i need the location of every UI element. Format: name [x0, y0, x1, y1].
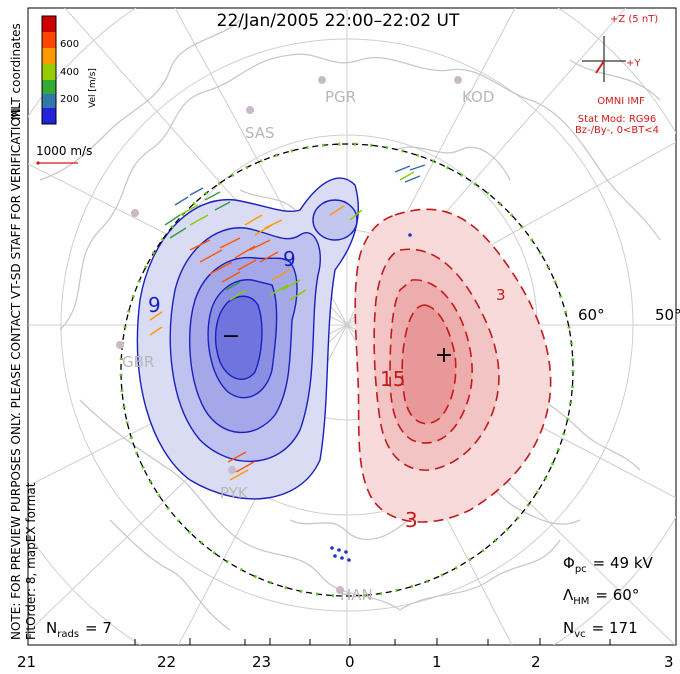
nvc-stat: Nvc = 171 — [563, 619, 638, 640]
plot-frame — [27, 7, 677, 646]
station-kod: KOD — [462, 88, 494, 106]
imf-model: Stat Mod: RG96 — [578, 114, 657, 125]
contour-label-pos-3b: 3 — [496, 286, 506, 304]
velocity-colorbar: 600 400 200 Vel [m/s] — [41, 15, 98, 125]
mlt-axis-labels: 21 22 23 0 1 2 3 — [17, 653, 674, 671]
colorbar-label: Vel [m/s] — [88, 68, 98, 108]
map-title: 22/Jan/2005 22:00–22:02 UT — [217, 11, 460, 31]
map-statistics: Nrads = 7 Φpc = 49 kV ΛHM = 60° Nvc = 171 — [46, 554, 654, 640]
imf-condition: Bz-/By-, 0<BT<4 — [575, 125, 659, 136]
mlt-tick-23: 23 — [252, 653, 271, 671]
station-markers — [116, 76, 462, 594]
preview-note: NOTE: FOR PREVIEW PURPOSES ONLY. PLEASE … — [9, 104, 23, 640]
potential-maximum-marker: + — [435, 343, 453, 368]
colorbar-swatch-2 — [42, 32, 56, 48]
latitude-label-60: 60° — [578, 306, 605, 324]
imf-z-label: +Z (5 nT) — [610, 14, 658, 25]
negative-potential-cell — [136, 177, 359, 500]
station-labels: PGR KOD SAS GBR PYK HAN — [122, 88, 494, 604]
imf-y-label: +Y — [626, 58, 641, 69]
colorbar-swatch-4 — [42, 64, 56, 80]
colorbar-tick-600: 600 — [60, 39, 79, 50]
velocity-vectors — [149, 164, 426, 481]
nrads-stat: Nrads = 7 — [46, 619, 112, 640]
colorbar-swatch-7 — [42, 108, 56, 124]
hm-latitude-stat: ΛHM = 60° — [563, 586, 639, 607]
station-pyk: PYK — [220, 484, 249, 502]
colorbar-swatch-1 — [42, 16, 56, 32]
mlt-tick-2: 2 — [531, 653, 541, 671]
fit-order-label: FitOrder: 8, mapEX format — [24, 482, 38, 640]
contour-label-neg-9a: 9 — [148, 293, 161, 317]
contour-label-neg-9b: 9 — [283, 247, 296, 271]
positive-potential-cell — [354, 208, 552, 523]
vector-origins — [330, 233, 412, 562]
colorbar-swatch-6 — [42, 94, 56, 108]
potential-minimum-marker: − — [222, 324, 240, 349]
mlt-tick-3: 3 — [664, 653, 674, 671]
mlt-tick-22: 22 — [157, 653, 176, 671]
mlt-tick-0: 0 — [345, 653, 355, 671]
station-han: HAN — [340, 586, 373, 604]
colorbar-tick-400: 400 — [60, 67, 79, 78]
colorbar-swatch-3 — [42, 48, 56, 64]
potential-stat: Φpc = 49 kV — [563, 554, 654, 575]
colorbar-tick-200: 200 — [60, 94, 79, 105]
colorbar-swatch-5 — [42, 80, 56, 94]
imf-clock: +Z (5 nT) +Y OMNI IMF Stat Mod: RG96 Bz-… — [575, 14, 659, 136]
scale-vector-label: 1000 m/s — [36, 144, 92, 158]
boundary-markers — [119, 142, 575, 598]
imf-source: OMNI IMF — [597, 96, 645, 107]
mlt-axis-ticks — [27, 638, 611, 645]
coordinates-label: MLT coordinates — [9, 23, 23, 120]
station-gbr: GBR — [122, 353, 154, 371]
station-sas: SAS — [245, 124, 275, 142]
mlt-tick-1: 1 — [432, 653, 442, 671]
scale-vector-origin — [36, 161, 40, 165]
contour-label-pos-3a: 3 — [405, 508, 418, 532]
mlt-tick-21: 21 — [17, 653, 36, 671]
contour-label-pos-15: 15 — [380, 367, 405, 391]
station-pgr: PGR — [325, 88, 356, 106]
latitude-label-50: 50° — [655, 306, 680, 324]
